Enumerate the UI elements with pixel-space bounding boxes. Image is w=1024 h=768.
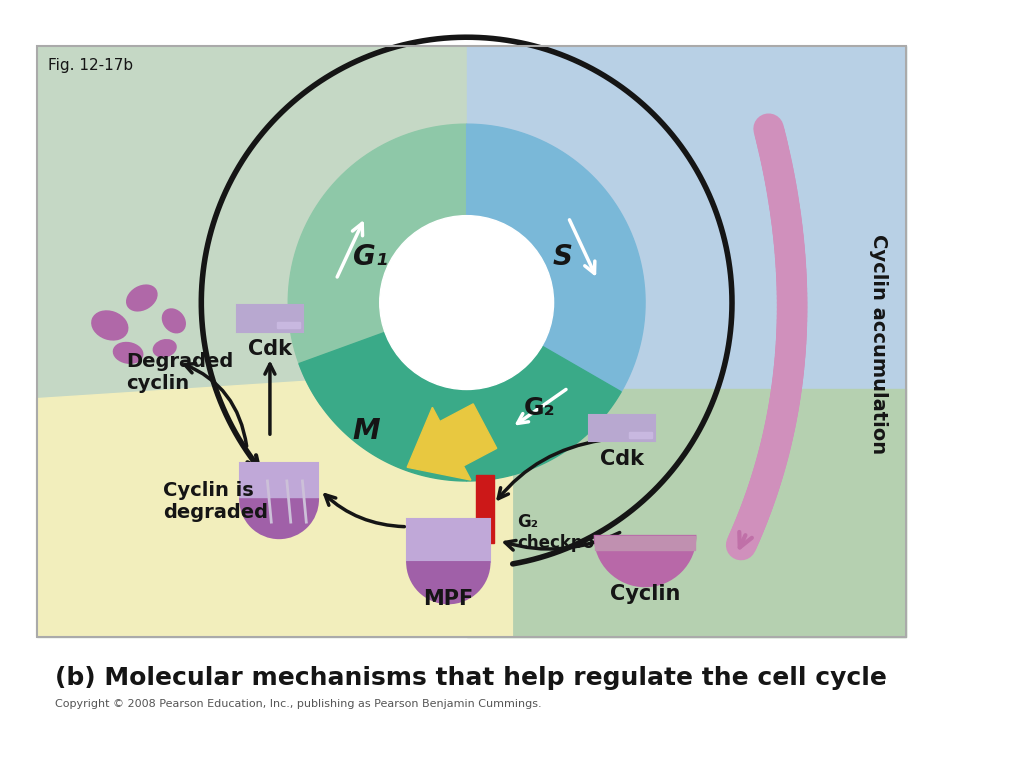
Bar [595,536,695,550]
Text: Copyright © 2008 Pearson Education, Inc., publishing as Pearson Benjamin Cumming: Copyright © 2008 Pearson Education, Inc.… [55,699,542,709]
Ellipse shape [114,343,142,363]
FancyBboxPatch shape [408,519,489,562]
Bar [476,475,495,543]
Text: G₂
checkpoint: G₂ checkpoint [517,513,620,552]
Text: G₁: G₁ [353,243,388,271]
FancyBboxPatch shape [629,432,652,438]
FancyBboxPatch shape [276,322,300,328]
Polygon shape [467,346,622,481]
Text: M: M [352,417,380,445]
FancyBboxPatch shape [629,424,652,438]
Wedge shape [408,562,489,603]
Text: G₂: G₂ [524,396,556,420]
Bar [37,46,906,637]
Text: Cyclin: Cyclin [610,584,680,604]
Polygon shape [467,389,906,637]
Text: Fig. 12-17b: Fig. 12-17b [47,58,133,73]
Circle shape [380,216,554,389]
Text: (b) Molecular mechanisms that help regulate the cell cycle: (b) Molecular mechanisms that help regul… [55,666,887,690]
Polygon shape [37,380,512,637]
Wedge shape [595,536,695,586]
FancyBboxPatch shape [589,415,655,442]
Polygon shape [37,46,906,637]
Ellipse shape [163,309,185,333]
Text: Cyclin accumulation: Cyclin accumulation [869,233,888,454]
Polygon shape [288,124,467,405]
FancyBboxPatch shape [276,314,300,328]
Wedge shape [241,499,318,538]
Text: Cdk: Cdk [600,449,644,468]
Ellipse shape [127,285,157,311]
Text: Degraded
cyclin: Degraded cyclin [126,353,233,393]
Polygon shape [299,333,467,481]
FancyBboxPatch shape [237,305,303,332]
Ellipse shape [92,311,128,339]
Ellipse shape [154,339,176,357]
Text: Cdk: Cdk [248,339,292,359]
FancyArrow shape [408,404,497,480]
Polygon shape [467,124,645,392]
Text: MPF: MPF [423,588,473,608]
Polygon shape [467,46,906,389]
Text: Cyclin is
degraded: Cyclin is degraded [163,481,268,521]
Text: S: S [553,243,572,271]
FancyBboxPatch shape [241,463,318,499]
